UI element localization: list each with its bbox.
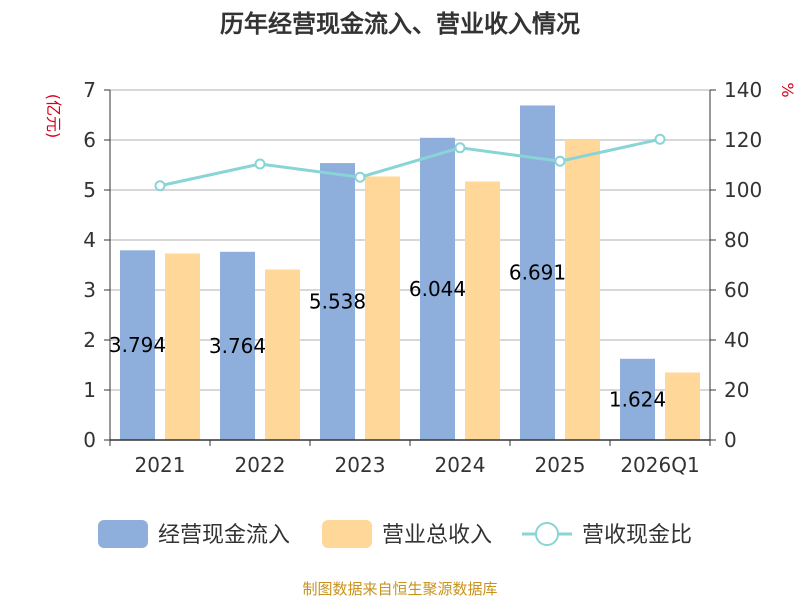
legend-swatch (322, 520, 372, 548)
bar-cash-inflow (120, 250, 155, 440)
legend-label: 营业总收入 (382, 523, 492, 548)
y-left-tick-label: 4 (83, 228, 96, 252)
bar-revenue (365, 176, 400, 440)
y-left-tick-label: 3 (83, 278, 96, 302)
y-left-tick-label: 0 (83, 428, 96, 452)
y-left-tick-label: 6 (83, 128, 96, 152)
x-tick-label: 2024 (435, 453, 486, 477)
bar-data-label: 6.691 (509, 261, 566, 285)
data-labels: 3.794 3.764 5.538 6.044 6.691 1.624 (109, 261, 666, 412)
y-left-tick-label: 5 (83, 178, 96, 202)
x-tick-label: 2025 (535, 453, 586, 477)
y-right-tick-label: 140 (724, 78, 762, 102)
ratio-point (154, 180, 166, 192)
bar-data-label: 3.794 (109, 333, 166, 357)
y-right-tick-label: 80 (724, 228, 749, 252)
y-left-axis-label: (亿元) (44, 94, 63, 139)
bar-revenue (665, 372, 700, 440)
legend-marker (535, 522, 559, 546)
bar-data-label: 5.538 (309, 290, 366, 314)
ratio-point (554, 155, 566, 167)
ratio-line (159, 137, 661, 188)
y-right-tick-label: 100 (724, 178, 762, 202)
bar-cash-inflow (620, 358, 655, 440)
bar-revenue (465, 181, 500, 440)
bar-data-label: 3.764 (209, 334, 266, 358)
y-left-tick-label: 2 (83, 328, 96, 352)
legend: 经营现金流入 营业总收入 营收现金比 (98, 520, 692, 548)
bar-cash-inflow (320, 163, 355, 440)
x-tick-label: 2022 (235, 453, 286, 477)
line-series (154, 133, 666, 192)
bar-cash-inflow (420, 137, 455, 441)
gridlines (110, 89, 710, 391)
legend-label: 经营现金流入 (158, 523, 290, 548)
y-right-axis-label: % (778, 82, 797, 97)
ratio-point (254, 158, 266, 170)
bar-revenue (265, 269, 300, 440)
x-tick-label: 2026Q1 (620, 453, 699, 477)
bar-cash-inflow (220, 251, 255, 440)
bar-revenue (565, 140, 600, 440)
x-tick-label: 2023 (335, 453, 386, 477)
y-right-tick-label: 0 (724, 428, 737, 452)
bar-revenue (165, 253, 200, 440)
x-tick-label: 2021 (135, 453, 186, 477)
ratio-point (354, 171, 366, 183)
bar-data-label: 1.624 (609, 387, 666, 411)
y-right-tick-label: 60 (724, 278, 749, 302)
legend-revenue: 营业总收入 (322, 520, 492, 548)
bar-series (120, 105, 700, 441)
ratio-point (454, 142, 466, 154)
legend-swatch (98, 520, 148, 548)
axes: 0 1 2 3 4 5 6 7 0 20 40 60 80 100 120 140 2021 2022 2023 20… (83, 78, 762, 477)
y-right-tick-label: 40 (724, 328, 749, 352)
legend-cash-inflow: 经营现金流入 (98, 520, 290, 548)
y-right-tick-label: 120 (724, 128, 762, 152)
source-note: 制图数据来自恒生聚源数据库 (302, 580, 497, 598)
y-left-tick-label: 7 (83, 78, 96, 102)
y-left-tick-label: 1 (83, 378, 96, 402)
chart-title: 历年经营现金流入、营业收入情况 (220, 10, 580, 38)
legend-ratio: 营收现金比 (522, 522, 692, 548)
y-right-tick-label: 20 (724, 378, 749, 402)
ratio-point (654, 133, 666, 145)
bar-data-label: 6.044 (409, 277, 466, 301)
legend-label: 营收现金比 (582, 523, 692, 548)
